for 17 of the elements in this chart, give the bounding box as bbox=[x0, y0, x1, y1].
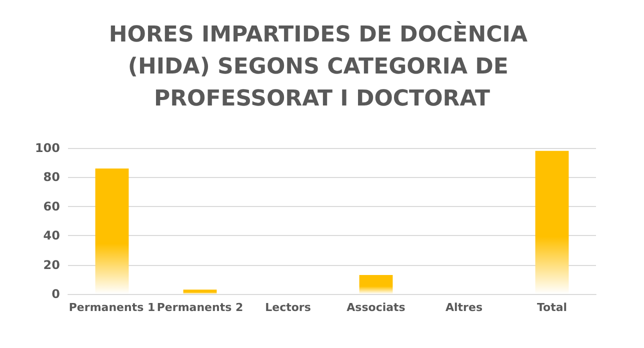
y-tick-label: 100 bbox=[34, 141, 60, 155]
bar bbox=[535, 150, 569, 294]
y-tick-label: 80 bbox=[43, 170, 60, 184]
x-tick-label: Associats bbox=[346, 301, 406, 314]
y-tick-label: 20 bbox=[43, 258, 60, 272]
x-tick-label: Altres bbox=[446, 301, 483, 314]
y-tick-label: 40 bbox=[43, 228, 60, 243]
x-tick-label: Total bbox=[536, 301, 568, 314]
x-tick-label: Lectors bbox=[265, 301, 312, 314]
bar bbox=[359, 275, 393, 294]
x-tick-label: Permanents 1 bbox=[68, 301, 156, 314]
x-tick-label: Permanents 2 bbox=[156, 301, 244, 314]
y-tick-label: 0 bbox=[52, 287, 60, 301]
bar bbox=[95, 168, 129, 294]
bar bbox=[183, 290, 217, 294]
y-tick-label: 60 bbox=[43, 199, 60, 214]
chart-title: HORES IMPARTIDES DE DOCÈNCIA (HIDA) SEGONS CATEGORIA DE PROFESSORAT I DOCTORAT bbox=[108, 20, 536, 112]
